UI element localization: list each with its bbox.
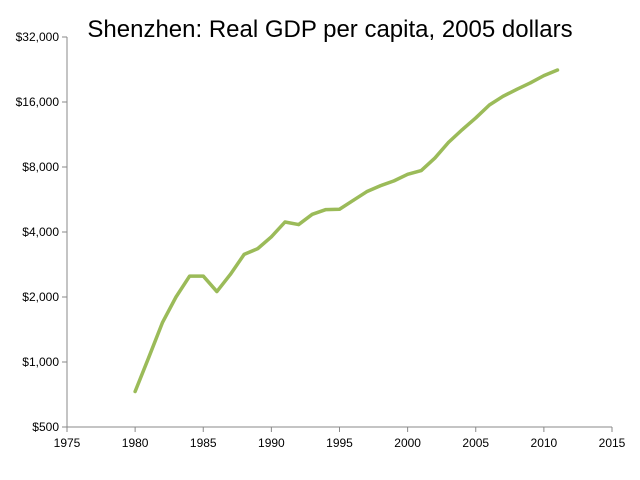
data-point <box>283 220 287 224</box>
data-point <box>460 128 464 132</box>
y-tick-label: $4,000 <box>22 225 59 239</box>
y-tick-label: $1,000 <box>22 355 59 369</box>
chart-title: Shenzhen: Real GDP per capita, 2005 doll… <box>87 16 573 43</box>
x-tick-label: 2015 <box>599 436 626 450</box>
data-point <box>133 390 137 394</box>
y-tick-label: $500 <box>32 420 59 434</box>
y-tick-label: $2,000 <box>22 290 59 304</box>
data-point <box>365 190 369 194</box>
chart-axes <box>66 37 612 428</box>
data-point <box>215 290 219 294</box>
data-point <box>515 87 519 91</box>
data-point <box>297 223 301 227</box>
data-point <box>378 184 382 188</box>
chart-ticks: $500 $1,000 $2,000 $4,000 $8,000 $16,000 $32,0… <box>16 30 626 450</box>
y-tick-label: $32,000 <box>16 30 60 44</box>
data-point <box>419 169 423 173</box>
data-point <box>487 103 491 107</box>
x-tick-label: 2005 <box>462 436 489 450</box>
x-tick-label: 1980 <box>122 436 149 450</box>
chart-series <box>133 68 560 394</box>
x-tick-label: 1985 <box>190 436 217 450</box>
data-point <box>392 179 396 183</box>
data-point <box>269 235 273 239</box>
x-tick-label: 2010 <box>531 436 558 450</box>
data-point <box>147 355 151 359</box>
data-point <box>338 207 341 211</box>
data-point <box>310 212 314 216</box>
x-tick-label: 1995 <box>326 436 353 450</box>
x-tick-label: 2000 <box>394 436 421 450</box>
y-tick-label: $16,000 <box>16 95 60 109</box>
x-tick-label: 1990 <box>258 436 285 450</box>
data-point <box>556 68 559 72</box>
data-point <box>256 247 260 251</box>
data-point <box>324 208 328 212</box>
data-point <box>351 198 355 202</box>
data-point <box>229 272 232 276</box>
data-point <box>433 156 437 160</box>
data-point <box>447 140 450 144</box>
data-point <box>160 321 164 325</box>
data-point <box>528 81 532 85</box>
y-tick-label: $8,000 <box>22 160 59 174</box>
data-point <box>406 172 410 176</box>
x-tick-label: 1975 <box>54 436 81 450</box>
data-point <box>242 252 246 256</box>
series-line <box>133 68 560 394</box>
data-point <box>188 274 192 278</box>
data-point <box>201 274 205 278</box>
data-point <box>474 116 478 120</box>
data-point <box>174 295 178 299</box>
data-point <box>542 74 546 78</box>
data-point <box>501 94 505 98</box>
